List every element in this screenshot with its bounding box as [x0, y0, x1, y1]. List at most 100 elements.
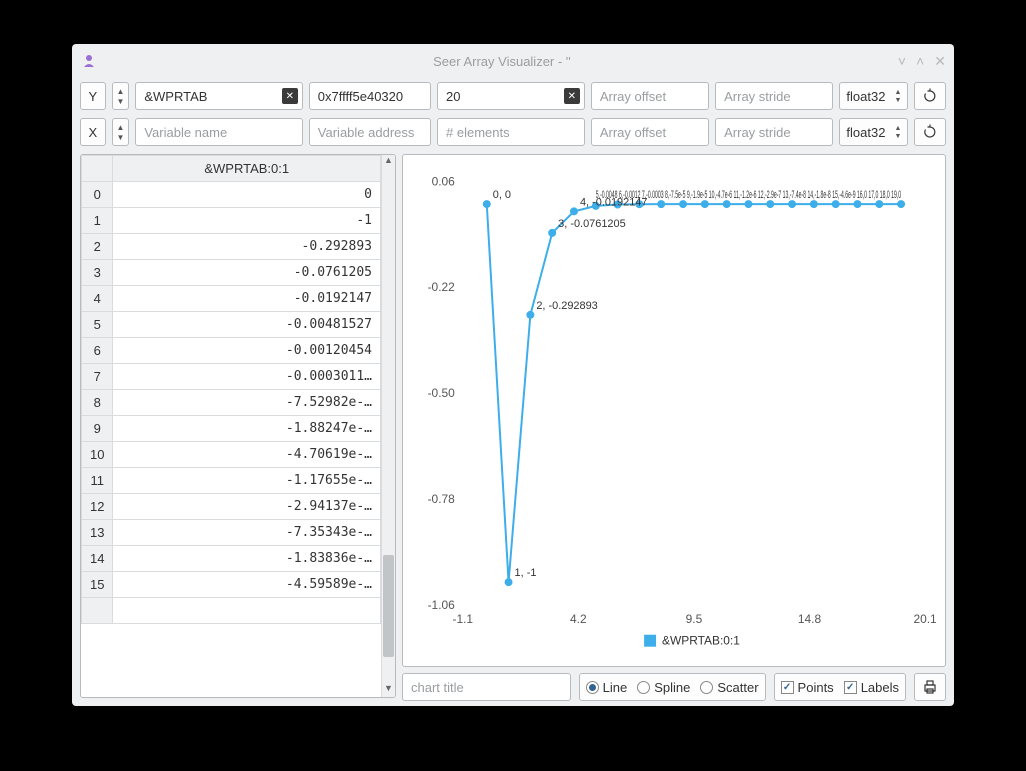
row-index: 13	[82, 520, 113, 546]
chart-type-radios: Line Spline Scatter	[579, 673, 766, 701]
row-value: -1.17655e-…	[113, 468, 381, 494]
row-value: -4.59589e-…	[113, 572, 381, 598]
table-row[interactable]: 1-1	[82, 208, 381, 234]
radio-spline[interactable]: Spline	[637, 680, 690, 695]
y-toolbar: Y &WPRTAB ✕ 0x7ffff5e40320 20 ✕ Array of…	[72, 78, 954, 114]
y-var-name-input[interactable]: &WPRTAB ✕	[135, 82, 302, 110]
print-button[interactable]	[914, 673, 946, 701]
check-labels-label: Labels	[861, 680, 899, 695]
check-points[interactable]: Points	[781, 680, 834, 695]
table-row[interactable]: 6-0.00120454	[82, 338, 381, 364]
table-row[interactable]: 00	[82, 182, 381, 208]
row-value: -0.0192147	[113, 286, 381, 312]
svg-text:1, -1: 1, -1	[515, 567, 537, 579]
svg-text:9.5: 9.5	[686, 612, 703, 626]
chart-title-input[interactable]: chart title	[402, 673, 571, 701]
scroll-thumb[interactable]	[383, 555, 394, 658]
x-dtype-value: float32	[846, 125, 885, 140]
y-refresh-button[interactable]	[914, 82, 946, 110]
y-axis-spinner[interactable]	[112, 82, 130, 110]
x-axis-button[interactable]: X	[80, 118, 106, 146]
radio-scatter[interactable]: Scatter	[700, 680, 758, 695]
x-axis-spinner[interactable]	[112, 118, 130, 146]
table-row[interactable]: 4-0.0192147	[82, 286, 381, 312]
row-value: -2.94137e-…	[113, 494, 381, 520]
row-value: -0.292893	[113, 234, 381, 260]
table-row[interactable]: 9-1.88247e-…	[82, 416, 381, 442]
svg-text:-0.50: -0.50	[428, 386, 456, 400]
window-title: Seer Array Visualizer - ''	[106, 54, 898, 69]
svg-text:14.8: 14.8	[798, 612, 822, 626]
x-var-name-input[interactable]: Variable name	[135, 118, 302, 146]
app-icon	[80, 52, 98, 70]
clear-icon[interactable]: ✕	[282, 88, 298, 104]
svg-text:4.2: 4.2	[570, 612, 587, 626]
radio-dot	[700, 681, 713, 694]
y-elements-input[interactable]: 20 ✕	[437, 82, 585, 110]
table-row[interactable]: 2-0.292893	[82, 234, 381, 260]
table-row[interactable]: 11-1.17655e-…	[82, 468, 381, 494]
data-table: &WPRTAB:0:1 001-12-0.2928933-0.07612054-…	[81, 155, 381, 624]
y-offset-input[interactable]: Array offset	[591, 82, 709, 110]
maximize-button[interactable]: ˄	[916, 54, 924, 68]
table-row[interactable]: 12-2.94137e-…	[82, 494, 381, 520]
row-value: -1.88247e-…	[113, 416, 381, 442]
x-offset-input[interactable]: Array offset	[591, 118, 709, 146]
x-elements-input[interactable]: # elements	[437, 118, 585, 146]
close-button[interactable]: ✕	[934, 54, 946, 68]
spinner-icon	[895, 125, 902, 140]
row-index: 15	[82, 572, 113, 598]
table-row[interactable]: 8-7.52982e-…	[82, 390, 381, 416]
row-value: -0.0003011…	[113, 364, 381, 390]
x-refresh-button[interactable]	[914, 118, 946, 146]
row-index: 0	[82, 182, 113, 208]
row-value: 0	[113, 182, 381, 208]
row-value: -4.70619e-…	[113, 442, 381, 468]
titlebar: Seer Array Visualizer - '' ˅ ˄ ✕	[72, 44, 954, 78]
row-index: 2	[82, 234, 113, 260]
row-index: 5	[82, 312, 113, 338]
y-stride-input[interactable]: Array stride	[715, 82, 833, 110]
x-dtype-select[interactable]: float32	[839, 118, 908, 146]
y-elements-value: 20	[446, 89, 460, 104]
row-index: 6	[82, 338, 113, 364]
refresh-icon	[922, 124, 938, 140]
svg-text:-0.22: -0.22	[428, 280, 456, 294]
row-index: 3	[82, 260, 113, 286]
y-var-addr-input[interactable]: 0x7ffff5e40320	[309, 82, 431, 110]
x-stride-input[interactable]: Array stride	[715, 118, 833, 146]
chart-svg: 0.06-0.22-0.50-0.78-1.06-1.14.29.514.820…	[403, 155, 945, 666]
svg-text:5,-0.0048 6,-0.0012 7,-0.0003: 5,-0.0048 6,-0.0012 7,-0.0003 8,-7.5e-5 …	[596, 189, 901, 201]
row-index: 7	[82, 364, 113, 390]
row-value: -7.52982e-…	[113, 390, 381, 416]
y-axis-button[interactable]: Y	[80, 82, 106, 110]
print-icon	[922, 679, 938, 695]
scroll-up-icon[interactable]: ▲	[382, 155, 395, 169]
radio-dot	[586, 681, 599, 694]
chart-option-checks: Points Labels	[774, 673, 906, 701]
clear-icon[interactable]: ✕	[564, 88, 580, 104]
table-scrollbar[interactable]: ▲ ▼	[381, 155, 395, 697]
table-row[interactable]: 3-0.0761205	[82, 260, 381, 286]
y-var-name-value: &WPRTAB	[144, 89, 207, 104]
table-scroll[interactable]: &WPRTAB:0:1 001-12-0.2928933-0.07612054-…	[81, 155, 381, 697]
radio-line[interactable]: Line	[586, 680, 628, 695]
table-row[interactable]: 10-4.70619e-…	[82, 442, 381, 468]
content-area: &WPRTAB:0:1 001-12-0.2928933-0.07612054-…	[72, 150, 954, 706]
table-row[interactable]: 14-1.83836e-…	[82, 546, 381, 572]
refresh-icon	[922, 88, 938, 104]
table-row[interactable]: 15-4.59589e-…	[82, 572, 381, 598]
minimize-button[interactable]: ˅	[898, 54, 906, 68]
x-var-addr-input[interactable]: Variable address	[309, 118, 431, 146]
table-row[interactable]: 13-7.35343e-…	[82, 520, 381, 546]
table-corner	[82, 156, 113, 182]
table-row[interactable]: 5-0.00481527	[82, 312, 381, 338]
svg-text:&WPRTAB:0:1: &WPRTAB:0:1	[662, 634, 740, 648]
scroll-down-icon[interactable]: ▼	[382, 683, 395, 697]
row-value: -1	[113, 208, 381, 234]
chart-pane: 0.06-0.22-0.50-0.78-1.06-1.14.29.514.820…	[402, 154, 946, 698]
check-box	[844, 681, 857, 694]
check-labels[interactable]: Labels	[844, 680, 899, 695]
table-row[interactable]: 7-0.0003011…	[82, 364, 381, 390]
y-dtype-select[interactable]: float32	[839, 82, 908, 110]
